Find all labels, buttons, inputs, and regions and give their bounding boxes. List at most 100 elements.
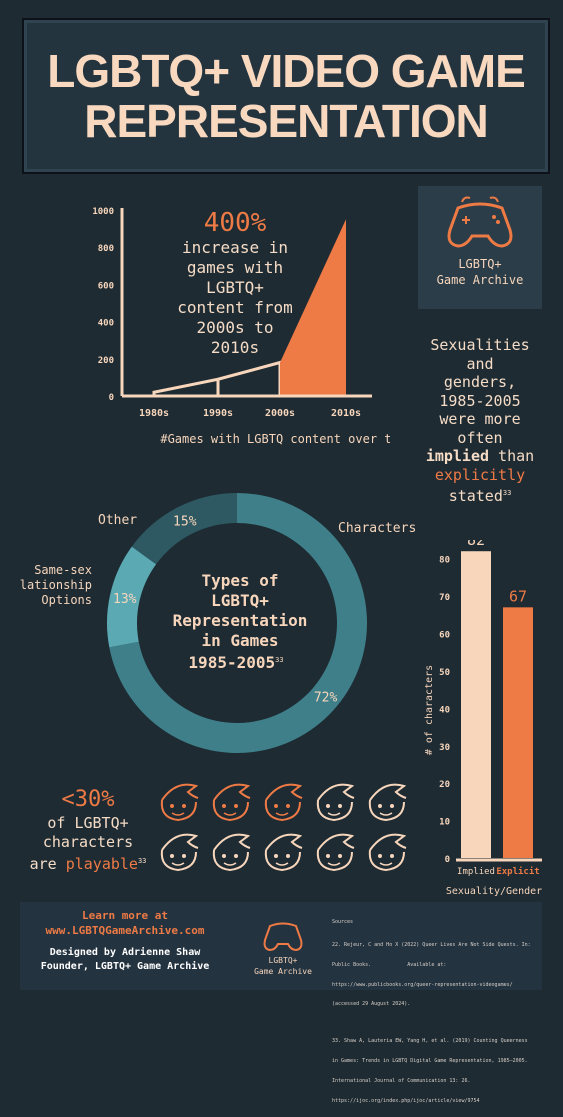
note-line: implied than <box>418 447 542 466</box>
y-tick-label: 800 <box>98 244 114 254</box>
growth-text-line: games with <box>186 258 284 277</box>
bar-y-tick-label: 10 <box>439 818 450 828</box>
y-tick-label: 200 <box>98 356 114 366</box>
bar-y-tick-label: 50 <box>439 668 450 678</box>
label-other: Other <box>98 513 137 528</box>
x-tick-label: 2000s <box>265 408 295 419</box>
note-line: and <box>466 354 494 373</box>
playable-word: playable <box>65 855 138 873</box>
bar-ylabel: # of characters <box>424 665 435 755</box>
gamepad-icon <box>263 922 303 952</box>
bar-value-label: 67 <box>509 587 527 605</box>
archive-link[interactable]: www.LGBTQGameArchive.com <box>45 924 205 937</box>
bar <box>503 607 533 858</box>
x-tick-label: 2010s <box>331 408 361 419</box>
source-line: in Games: Trends in LGBTQ Digital Game R… <box>332 1058 528 1065</box>
growth-text-line: 2000s to <box>196 318 274 337</box>
center-line: Types of <box>201 571 278 590</box>
founder: Founder, LGBTQ+ Game Archive <box>40 961 210 972</box>
gamepad-icon: LGBTQ+ Game Archive <box>437 196 523 287</box>
bar-y-tick-label: 30 <box>439 743 450 753</box>
label-relationship-1: Same-sex <box>34 563 92 577</box>
character-icon <box>316 783 355 822</box>
label-relationship-3: Options <box>41 593 92 607</box>
designed-by: Designed by Adrienne Shaw <box>49 947 201 958</box>
area-xlabel: #Games with LGBTQ content over time23 <box>160 432 390 446</box>
donut-slice <box>131 493 237 565</box>
note-ref: 33 <box>502 489 512 497</box>
growth-text-line: LGBTQ+ <box>206 278 264 297</box>
note-line: 1985-2005 <box>439 391 521 410</box>
note-line: often <box>457 428 503 447</box>
note-line: Sexualities <box>430 336 530 354</box>
playable-percent: <30% <box>61 787 115 812</box>
sources: Sources 22. Rejeur, C and Ho X (2022) Qu… <box>332 906 538 1117</box>
pct-characters: 72% <box>314 690 338 705</box>
growth-percent: 400% <box>203 208 267 238</box>
character-icon <box>160 783 199 822</box>
implied-word: implied <box>425 447 490 465</box>
character-icon <box>212 833 251 872</box>
donut-slice <box>107 546 157 648</box>
footer-logo: LGBTQ+ Game Archive <box>254 922 312 976</box>
growth-text-line: content from <box>177 298 293 317</box>
donut-center-title: Types of LGBTQ+ Representation in Games … <box>173 571 308 672</box>
source-line <box>332 1021 538 1025</box>
note-line: were more <box>439 410 521 428</box>
source-line: Public Books. Available at: <box>332 961 447 968</box>
archive-logo: LGBTQ+ Game Archive <box>418 186 542 309</box>
playable-line: are playable33 <box>29 855 147 873</box>
bar-y-tick-label: 40 <box>439 705 450 715</box>
sources-title: Sources <box>332 919 354 926</box>
character-icon <box>264 783 303 822</box>
bar-y-tick-label: 0 <box>445 855 450 865</box>
footer-logo-line-1: LGBTQ+ <box>269 956 298 965</box>
representation-donut-chart: 72% 13% 15% Characters Other Same-sex Re… <box>20 493 416 753</box>
title-line-2: REPRESENTATION <box>84 95 488 147</box>
bar-y-tick-label: 20 <box>439 780 450 790</box>
y-tick-label: 600 <box>98 281 114 291</box>
y-tick-label: 400 <box>98 319 114 329</box>
x-tick-label: 1990s <box>203 408 233 419</box>
pct-other: 15% <box>173 515 197 530</box>
label-characters: Characters <box>338 521 416 536</box>
character-icons <box>160 783 407 872</box>
learn-more-text: Learn more at <box>81 909 169 922</box>
character-icon <box>316 833 355 872</box>
growth-text-line: 2010s <box>210 338 260 357</box>
source-line: (accessed 29 August 2024). <box>332 1001 411 1008</box>
playable-line: characters <box>42 833 134 851</box>
than-word: than <box>489 447 535 465</box>
growth-text-line: increase in <box>182 238 288 257</box>
title-banner: LGBTQ+ VIDEO GAME REPRESENTATION <box>22 18 550 174</box>
designer-credit: Designed by Adrienne Shaw Founder, LGBTQ… <box>20 946 230 974</box>
source-line: https://ijoc.org/index.php/ijoc/article/… <box>332 1097 480 1104</box>
growth-callout: 400% increase in games with LGBTQ+ conte… <box>150 208 320 358</box>
bar-value-label: 82 <box>467 540 485 549</box>
center-line: in Games <box>201 631 278 650</box>
area-fill-early <box>152 360 282 396</box>
pct-relationship: 13% <box>113 592 137 607</box>
playable-callout: <30% of LGBTQ+ characters are playable33 <box>26 786 150 874</box>
bar-y-tick-label: 60 <box>439 631 450 641</box>
center-line: LGBTQ+ <box>211 591 269 610</box>
note-line: stated33 <box>418 484 542 506</box>
page-title: LGBTQ+ VIDEO GAME REPRESENTATION <box>24 46 548 146</box>
source-line: https://www.publicbooks.org/queer-repres… <box>332 981 513 988</box>
footer: Learn more at www.LGBTQGameArchive.com D… <box>20 902 542 1104</box>
bar-y-tick-label: 70 <box>439 593 450 603</box>
bar-xlabel: Sexuality/Gender <box>446 886 542 897</box>
growth-text: increase in games with LGBTQ+ content fr… <box>150 238 320 358</box>
character-icon <box>368 833 407 872</box>
center-line: Representation <box>173 611 308 630</box>
stated-word: stated <box>448 487 503 505</box>
playable-text: of LGBTQ+ characters are playable33 <box>26 814 150 874</box>
x-tick-label: 1980s <box>139 408 169 419</box>
character-icon <box>264 833 303 872</box>
center-years: 1985-200533 <box>188 653 283 672</box>
explicitly-word: explicitly <box>434 465 526 484</box>
games-over-time-chart: 0 200 400 600 800 1000 1980s 1990s 2000s 2010s #… <box>92 207 390 446</box>
bar-category-label: Explicit <box>496 866 539 877</box>
title-line-1: LGBTQ+ VIDEO GAME <box>47 45 526 97</box>
character-icon <box>160 833 199 872</box>
